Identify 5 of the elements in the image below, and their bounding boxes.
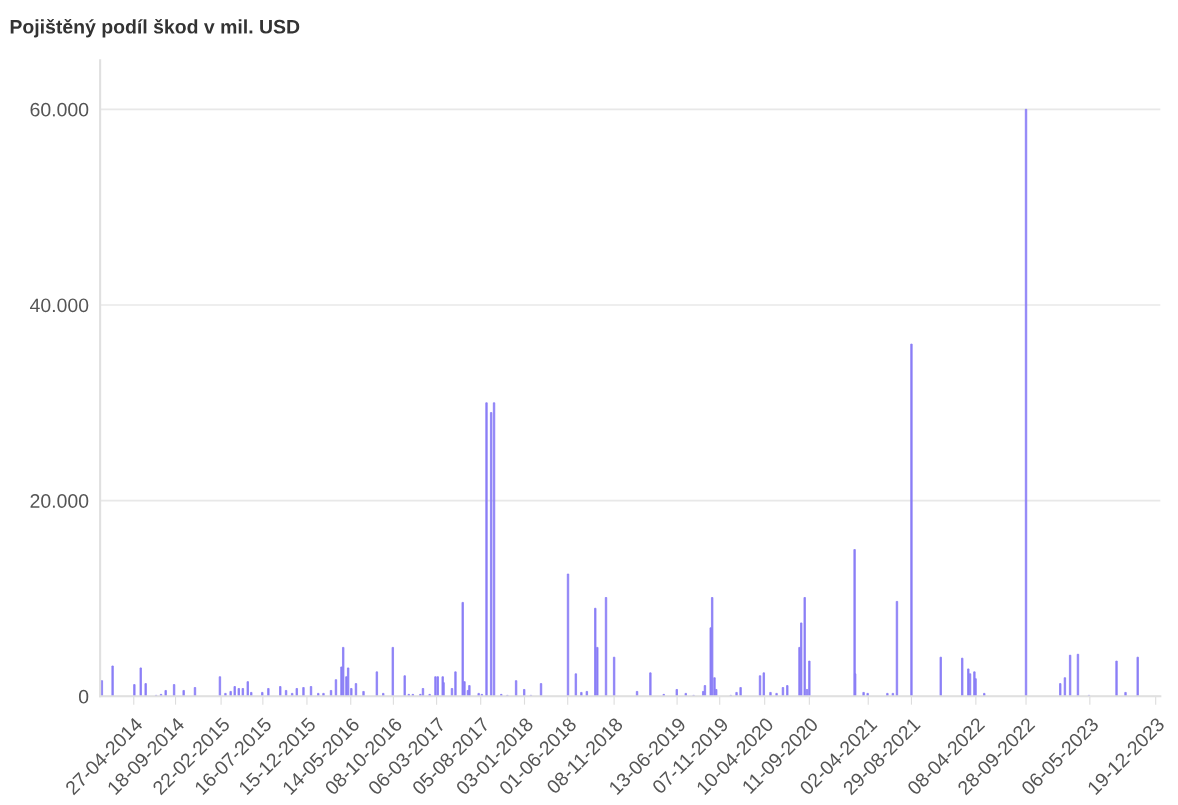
- y-tick-label: 60.000: [30, 102, 89, 117]
- y-tick-label: 40.000: [30, 298, 89, 313]
- y-tick-label: 20.000: [30, 494, 89, 508]
- chart-title: Pojištěný podíl škod v mil. USD: [10, 18, 300, 38]
- y-tick-label: 0: [78, 689, 89, 704]
